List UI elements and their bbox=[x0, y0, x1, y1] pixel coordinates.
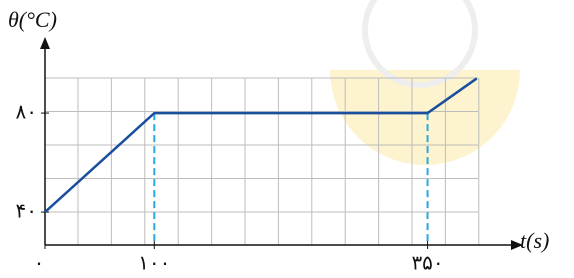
y-axis-arrow bbox=[40, 37, 50, 49]
y-tick-label: ۸۰ bbox=[16, 100, 37, 124]
x-tick-label: ۱۰۰ bbox=[138, 251, 170, 275]
y-tick-label: ۴۰ bbox=[16, 199, 37, 223]
x-axis-label: t(s) bbox=[520, 228, 549, 253]
x-tick-label: ۰ bbox=[34, 251, 45, 275]
x-tick-label: ۳۵۰ bbox=[411, 251, 443, 275]
watermark bbox=[330, 0, 520, 165]
chart: θ(°C) t(s) ۰ ۱۰۰ ۳۵۰ ۴۰ ۸۰ bbox=[0, 0, 574, 278]
y-axis-label: θ(°C) bbox=[8, 7, 57, 32]
